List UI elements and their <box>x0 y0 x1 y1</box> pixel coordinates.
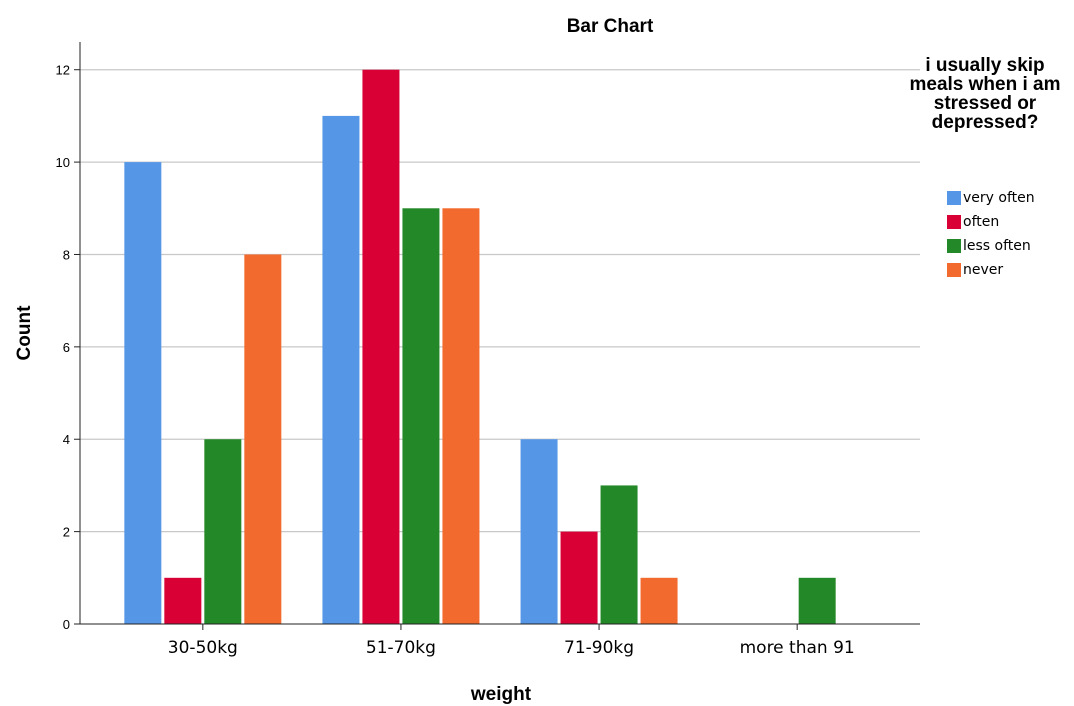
bar <box>322 115 360 625</box>
bar <box>204 439 242 624</box>
legend-title: i usually skip meals when i am stressed … <box>909 55 1061 133</box>
y-tick-label: 0 <box>63 617 70 632</box>
legend-swatch <box>947 191 961 205</box>
bar <box>402 208 440 625</box>
x-tick-label: 51-70kg <box>366 638 436 658</box>
bar <box>442 208 480 625</box>
y-tick-label: 12 <box>56 63 70 78</box>
y-tick-label: 8 <box>63 247 70 262</box>
bar <box>164 577 202 624</box>
bar <box>798 577 836 624</box>
legend-swatch <box>947 239 961 253</box>
y-axis-label: Count <box>14 305 35 361</box>
y-tick-label: 10 <box>56 155 70 170</box>
y-tick-label: 2 <box>63 525 70 540</box>
y-tick-label: 6 <box>63 340 70 355</box>
bar <box>640 577 678 624</box>
legend-label: never <box>963 262 1004 278</box>
x-tick-label: more than 91 <box>740 638 855 658</box>
legend-swatch <box>947 215 961 229</box>
bars <box>124 69 836 625</box>
legend-label: very often <box>963 190 1035 206</box>
bar <box>362 69 400 624</box>
legend-item: never <box>947 258 1035 282</box>
legend-item: often <box>947 210 1035 234</box>
legend-swatch <box>947 263 961 277</box>
bar <box>600 485 638 624</box>
x-axis-ticks: 30-50kg 51-70kg 71-90kg more than 91 <box>168 624 855 658</box>
x-tick-label: 30-50kg <box>168 638 238 658</box>
legend-item: less often <box>947 234 1035 258</box>
chart-title: Bar Chart <box>567 16 654 37</box>
y-tick-label: 4 <box>63 432 70 447</box>
x-tick-label: 71-90kg <box>564 638 634 658</box>
bar <box>124 162 162 624</box>
gridlines <box>80 69 920 533</box>
legend-item: very often <box>947 186 1035 210</box>
bar <box>244 254 282 624</box>
bar <box>560 531 598 624</box>
bar <box>520 439 558 624</box>
x-axis-label: weight <box>470 684 532 705</box>
legend-label: less often <box>963 238 1031 254</box>
y-axis-ticks: 0 2 4 6 8 10 12 <box>56 63 80 632</box>
legend-label: often <box>963 214 1000 230</box>
legend: very often often less often never <box>947 186 1035 282</box>
